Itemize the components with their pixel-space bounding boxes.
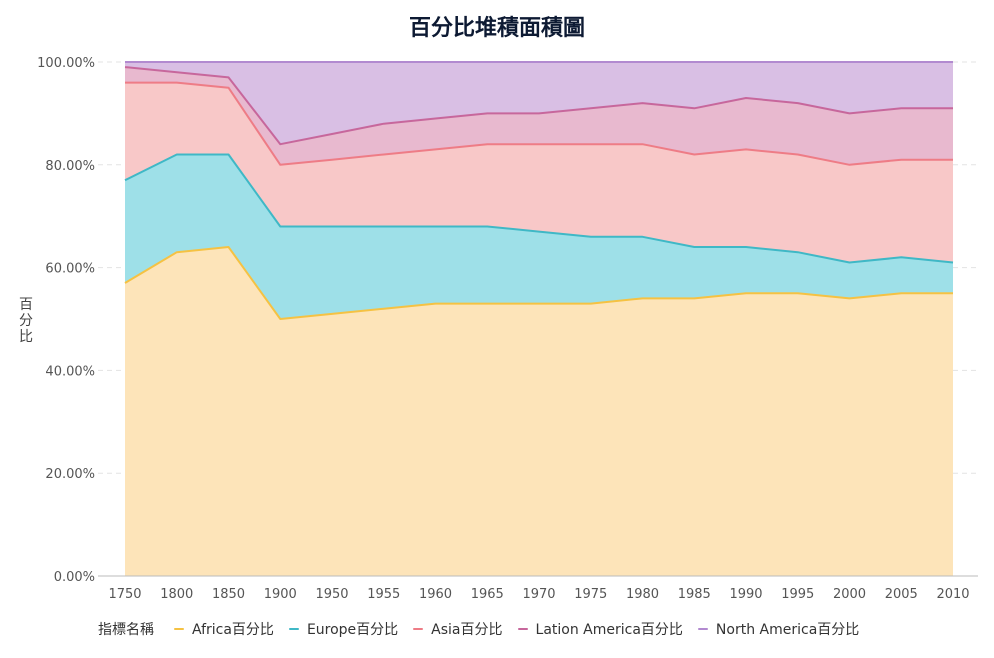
legend-item[interactable]: Lation America百分比 xyxy=(517,619,683,639)
x-tick-label: 2005 xyxy=(885,587,918,602)
x-tick-label: 1985 xyxy=(678,587,711,602)
axes: 0.00% 20.00% 40.00% 60.00% 80.00% 100.00% 1750… xyxy=(37,56,978,602)
y-tick-label: 20.00% xyxy=(45,467,95,482)
x-tick-label: 1800 xyxy=(160,587,193,602)
x-tick-label: 1955 xyxy=(367,587,400,602)
x-tick-label: 1850 xyxy=(212,587,245,602)
legend-label: Asia百分比 xyxy=(431,622,503,638)
legend-swatch xyxy=(413,628,424,630)
series-lines xyxy=(124,61,954,320)
series-line-2 xyxy=(124,153,954,264)
legend-title: 指標名稱 xyxy=(98,622,154,638)
area-series xyxy=(125,62,953,576)
legend-label: Europe百分比 xyxy=(306,622,399,638)
legend-swatch xyxy=(174,628,184,630)
legend-swatch xyxy=(288,628,299,630)
x-tick-label: 1750 xyxy=(108,587,141,602)
legend-item[interactable]: North America百分比 xyxy=(697,619,860,639)
legend: 指標名稱 Africa百分比 Europe百分比 Asia百分比 Lation Ame… xyxy=(98,619,874,639)
y-tick-label: 60.00% xyxy=(45,262,95,277)
x-tick-label: 1995 xyxy=(781,587,814,602)
y-tick-label: 0.00% xyxy=(54,570,95,585)
series-line-3 xyxy=(125,81,953,166)
x-tick-label: 2000 xyxy=(833,587,866,602)
y-tick-label: 80.00% xyxy=(45,159,95,174)
legend-item[interactable]: Asia百分比 xyxy=(413,619,503,639)
legend-item[interactable]: Africa百分比 xyxy=(174,619,274,639)
area-4 xyxy=(125,67,953,165)
legend-label: North America百分比 xyxy=(715,622,860,638)
x-tick-label: 1970 xyxy=(522,587,555,602)
x-tick-label: 1965 xyxy=(471,587,504,602)
legend-swatch xyxy=(517,628,528,630)
y-axis-label: 百分比 xyxy=(19,297,33,345)
y-tick-label: 40.00% xyxy=(45,364,95,379)
chart-title: 百分比堆積面積圖 xyxy=(408,16,585,41)
x-tick-label: 2010 xyxy=(936,587,969,602)
area-1 xyxy=(125,247,953,576)
area-3 xyxy=(125,82,953,263)
y-tick-label: 100.00% xyxy=(37,56,95,71)
legend-label: Lation America百分比 xyxy=(535,622,683,638)
legend-item[interactable]: Europe百分比 xyxy=(288,619,399,639)
x-tick-label: 1900 xyxy=(264,587,297,602)
x-tick-label: 1960 xyxy=(419,587,452,602)
x-tick-label: 1990 xyxy=(729,587,762,602)
legend-label: Africa百分比 xyxy=(192,622,274,638)
area-2 xyxy=(125,154,953,319)
x-tick-label: 1950 xyxy=(315,587,348,602)
x-tick-label: 1975 xyxy=(574,587,607,602)
area-5 xyxy=(125,62,953,145)
series-line-4 xyxy=(124,66,953,146)
legend-swatch xyxy=(697,628,708,630)
x-tick-label: 1980 xyxy=(626,587,659,602)
series-line-1 xyxy=(124,246,953,320)
